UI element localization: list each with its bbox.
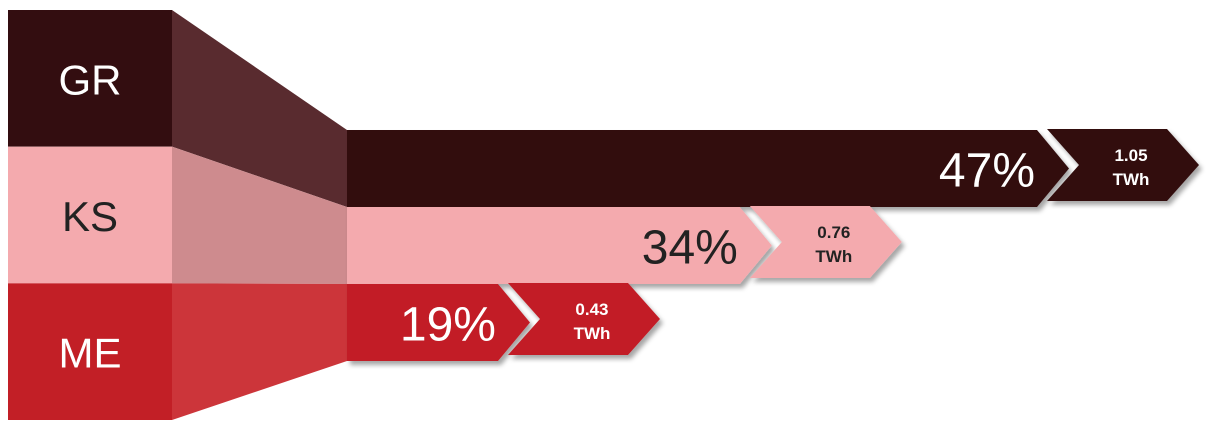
value-label-ks: 0.76 [817, 223, 850, 242]
category-block-gr [8, 10, 172, 147]
category-label-me: ME [59, 330, 122, 377]
unit-label-ks: TWh [815, 247, 852, 266]
unit-label-gr: TWh [1113, 170, 1150, 189]
value-label-gr: 1.05 [1114, 146, 1147, 165]
value-badge-ks [749, 206, 902, 278]
funnel-fold-gr [172, 10, 347, 207]
value-badge-me [507, 283, 660, 355]
value-badge-gr [1047, 129, 1199, 201]
category-block-me [8, 283, 172, 420]
percent-label-ks: 34% [642, 222, 738, 275]
category-label-gr: GR [59, 56, 122, 103]
flow-layer [347, 129, 1199, 361]
flow-bar-gr [347, 130, 1069, 207]
value-label-me: 0.43 [575, 300, 608, 319]
percent-label-gr: 47% [939, 145, 1035, 198]
percent-label-me: 19% [400, 299, 496, 352]
funnel-fold-ks [172, 146, 347, 284]
category-block-ks [8, 146, 172, 284]
category-label-ks: KS [62, 193, 118, 240]
funnel-fold-me [172, 283, 347, 420]
label-layer: GR KS ME 47% 1.05 TWh 34% 0.76 TWh 19% 0.43 TWh [59, 56, 1150, 376]
flow-bar-ks [347, 207, 772, 284]
unit-label-me: TWh [574, 324, 611, 343]
flow-bar-me [347, 284, 530, 361]
funnel-layer [8, 10, 347, 420]
